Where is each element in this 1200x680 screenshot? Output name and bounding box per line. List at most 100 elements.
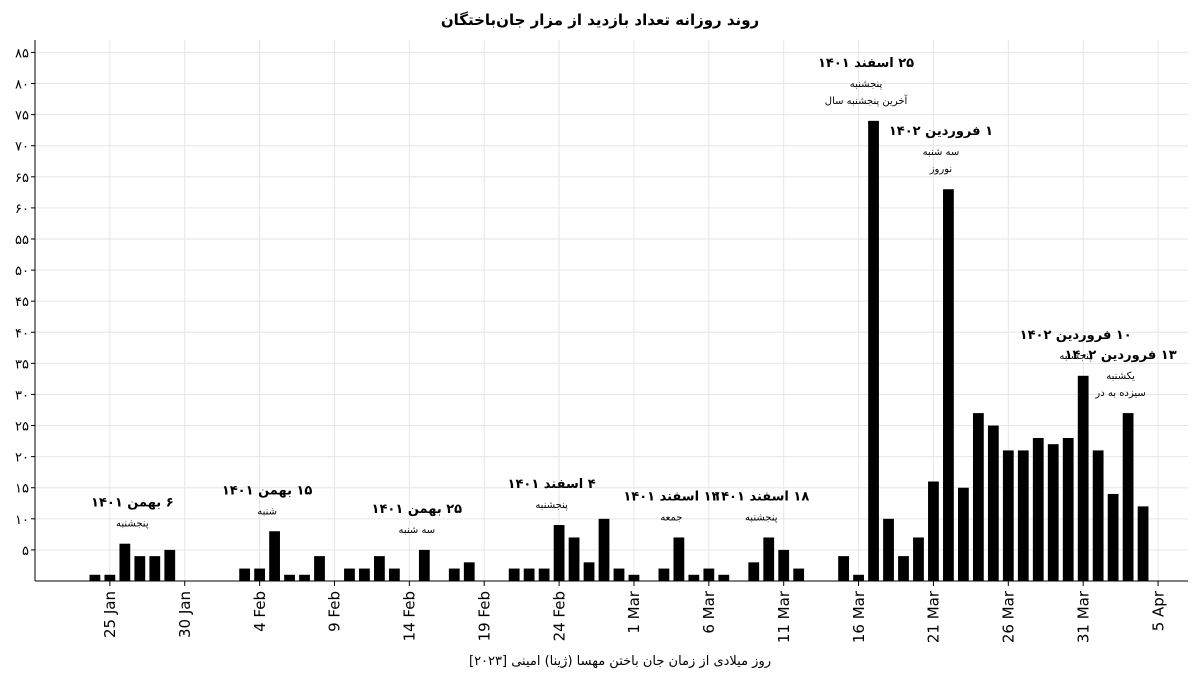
y-tick-label: ۸۰ [15, 78, 29, 93]
annotations: ۶ بهمن ۱۴۰۱ پنجشنبه ۱۵ بهمن ۱۴۰۱ شنبه ۲۵ بهم… [91, 56, 1177, 536]
bar [523, 568, 535, 581]
bar [553, 525, 565, 581]
annotation-note: شنبه [257, 506, 277, 517]
bar [883, 518, 894, 581]
bar [104, 574, 116, 581]
bar [284, 574, 295, 581]
bar [928, 481, 939, 581]
annotation-note: یکشنبه [1106, 371, 1135, 382]
annotation-note: پنجشنبه [1059, 351, 1092, 362]
axes: ۵ ۱۰ ۱۵ ۲۰ ۲۵ ۳۰ ۳۵ ۴۰ ۴۵ ۵۰ ۵۵ ۶۰ ۶۵ ۷۰ ۷۵ ۸۰ ۸۵ 25 Jan 3… [15, 40, 1188, 643]
x-tick-label: 5 Apr [1149, 590, 1167, 631]
bar [568, 537, 580, 581]
annotation-note: پنجشنبه [116, 519, 149, 530]
y-tick-label: ۴۰ [15, 326, 29, 341]
bar [448, 568, 460, 581]
bar [254, 568, 266, 581]
annotation-note: سه شنبه [398, 525, 435, 536]
y-tick-label: ۷۵ [15, 109, 29, 124]
y-tick-label: ۵۰ [15, 264, 29, 279]
bar [149, 556, 161, 581]
x-tick-label: 6 Mar [700, 590, 718, 633]
annotation-date: ۱۰ فروردین ۱۴۰۲ [1020, 328, 1132, 343]
y-tick-label: ۷۰ [15, 140, 29, 155]
y-tick-label: ۸۵ [15, 46, 29, 61]
bar [838, 556, 849, 581]
bar [957, 487, 969, 581]
annotation-note: جمعه [660, 512, 682, 523]
bar [763, 537, 775, 581]
annotation-note: پنجشنبه [535, 500, 568, 511]
bar [388, 568, 400, 581]
x-tick-label: 30 Jan [176, 591, 194, 638]
x-tick-label: 11 Mar [775, 590, 793, 643]
bar [119, 543, 131, 581]
annotation-date: ۱ فروردین ۱۴۰۲ [889, 124, 993, 139]
y-tick-label: ۶۰ [15, 202, 29, 217]
bar [299, 574, 310, 581]
bar [718, 574, 730, 581]
bar [613, 568, 625, 581]
annotation-date: ۱۸ اسفند ۱۴۰۱ [713, 489, 809, 504]
annotation-date: ۲۵ بهمن ۱۴۰۱ [372, 502, 463, 517]
bar [314, 556, 325, 581]
x-tick-label: 16 Mar [850, 590, 868, 643]
bar [164, 549, 176, 581]
bar [1032, 437, 1044, 581]
y-tick-label: ۶۵ [15, 171, 29, 186]
x-tick-label: 26 Mar [1000, 590, 1018, 643]
annotation-date: ۱۲ اسفند ۱۴۰۱ [623, 489, 719, 504]
bar [374, 556, 385, 581]
annotation-note: پنجشنبه [850, 79, 883, 90]
bar [868, 120, 879, 581]
grid-lines [35, 40, 1188, 581]
x-tick-label: 4 Feb [251, 591, 269, 632]
x-tick-label: 9 Feb [326, 591, 344, 632]
annotation-date: ۲۵ اسفند ۱۴۰۱ [818, 56, 914, 71]
bar [538, 568, 550, 581]
bar [898, 556, 909, 581]
x-tick-label: 24 Feb [550, 591, 568, 641]
bar [89, 574, 101, 581]
bar [658, 568, 670, 581]
y-tick-label: ۵۵ [15, 233, 29, 248]
y-tick-label: ۱۰ [15, 513, 29, 528]
annotation-note: سیزده به در [1094, 388, 1145, 399]
annotation-note: نوروز [929, 164, 952, 175]
bar [793, 568, 805, 581]
bar [239, 568, 251, 581]
bar [583, 562, 595, 581]
bar [673, 537, 685, 581]
y-tick-label: ۴۵ [15, 295, 29, 310]
bar [778, 549, 790, 581]
bar [1062, 437, 1074, 581]
bar [359, 568, 370, 581]
x-tick-label: 21 Mar [925, 590, 943, 643]
bar [913, 537, 924, 581]
bar [1092, 450, 1104, 581]
bar [853, 574, 864, 581]
annotation-note: سه شنبه [923, 147, 960, 158]
chart-title: روند روزانه تعداد بازدید از مزار جان‌باخ… [441, 11, 759, 29]
bar [1047, 444, 1059, 581]
x-tick-label: 31 Mar [1074, 590, 1092, 643]
bar [1122, 413, 1134, 581]
bar [748, 562, 760, 581]
bar [972, 413, 984, 581]
x-tick-label: 19 Feb [475, 591, 493, 641]
y-tick-label: ۳۵ [15, 357, 29, 372]
x-axis-label: روز میلادی از زمان جان باختن مهسا (ژینا)… [469, 654, 771, 669]
annotation-date: ۴ اسفند ۱۴۰۱ [508, 477, 596, 492]
bar [1017, 450, 1029, 581]
bar [598, 518, 610, 581]
annotation-date: ۱۵ بهمن ۱۴۰۱ [222, 483, 313, 498]
annotation-note: پنجشنبه [745, 512, 778, 523]
bar [269, 531, 280, 581]
x-tick-label: 14 Feb [401, 591, 419, 641]
bar [1002, 450, 1014, 581]
bar [943, 189, 954, 581]
y-tick-label: ۲۵ [15, 420, 29, 435]
annotation-date: ۶ بهمن ۱۴۰۱ [91, 496, 174, 511]
annotation-date: ۱۳ فروردین ۱۴۰۲ [1065, 348, 1177, 363]
